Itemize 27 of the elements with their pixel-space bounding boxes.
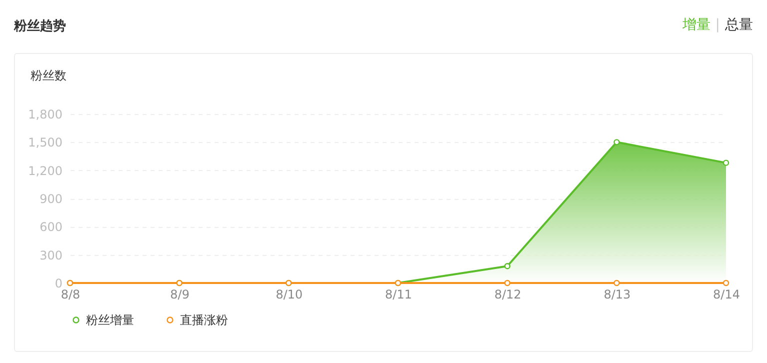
y-tick-label: 1,200 [28,164,62,178]
text: 总量 [725,17,753,33]
x-tick-label: 8/8 [60,288,80,302]
point [504,263,510,270]
y-tick-label: 1,500 [28,136,62,150]
x-tick-label: 8/12 [494,288,522,302]
y-tick-label: 1,800 [28,108,62,122]
y-tick-label: 900 [40,192,62,206]
legend-label: 直播涨粉 [180,313,228,327]
legend-label: 粉丝增量 [86,313,134,327]
text: | [715,17,720,33]
y-axis-title: 粉丝数 [30,68,66,82]
y-tick-label: 0 [54,276,62,290]
text: 增量 [682,17,710,33]
chart-title: 粉丝趋势 [14,18,66,35]
x-tick-label: 8/14 [713,288,740,302]
point [504,280,510,286]
point [614,139,620,146]
point [722,280,730,286]
x-tick-label: 8/11 [385,288,412,302]
x-tick-label: 8/10 [276,288,303,302]
x-tick-label: 8/9 [170,288,190,302]
y-tick-label: 600 [40,220,62,234]
point [722,160,730,166]
x-tick-label: 8/13 [604,288,631,302]
point [614,280,620,286]
y-tick-label: 300 [40,248,62,262]
